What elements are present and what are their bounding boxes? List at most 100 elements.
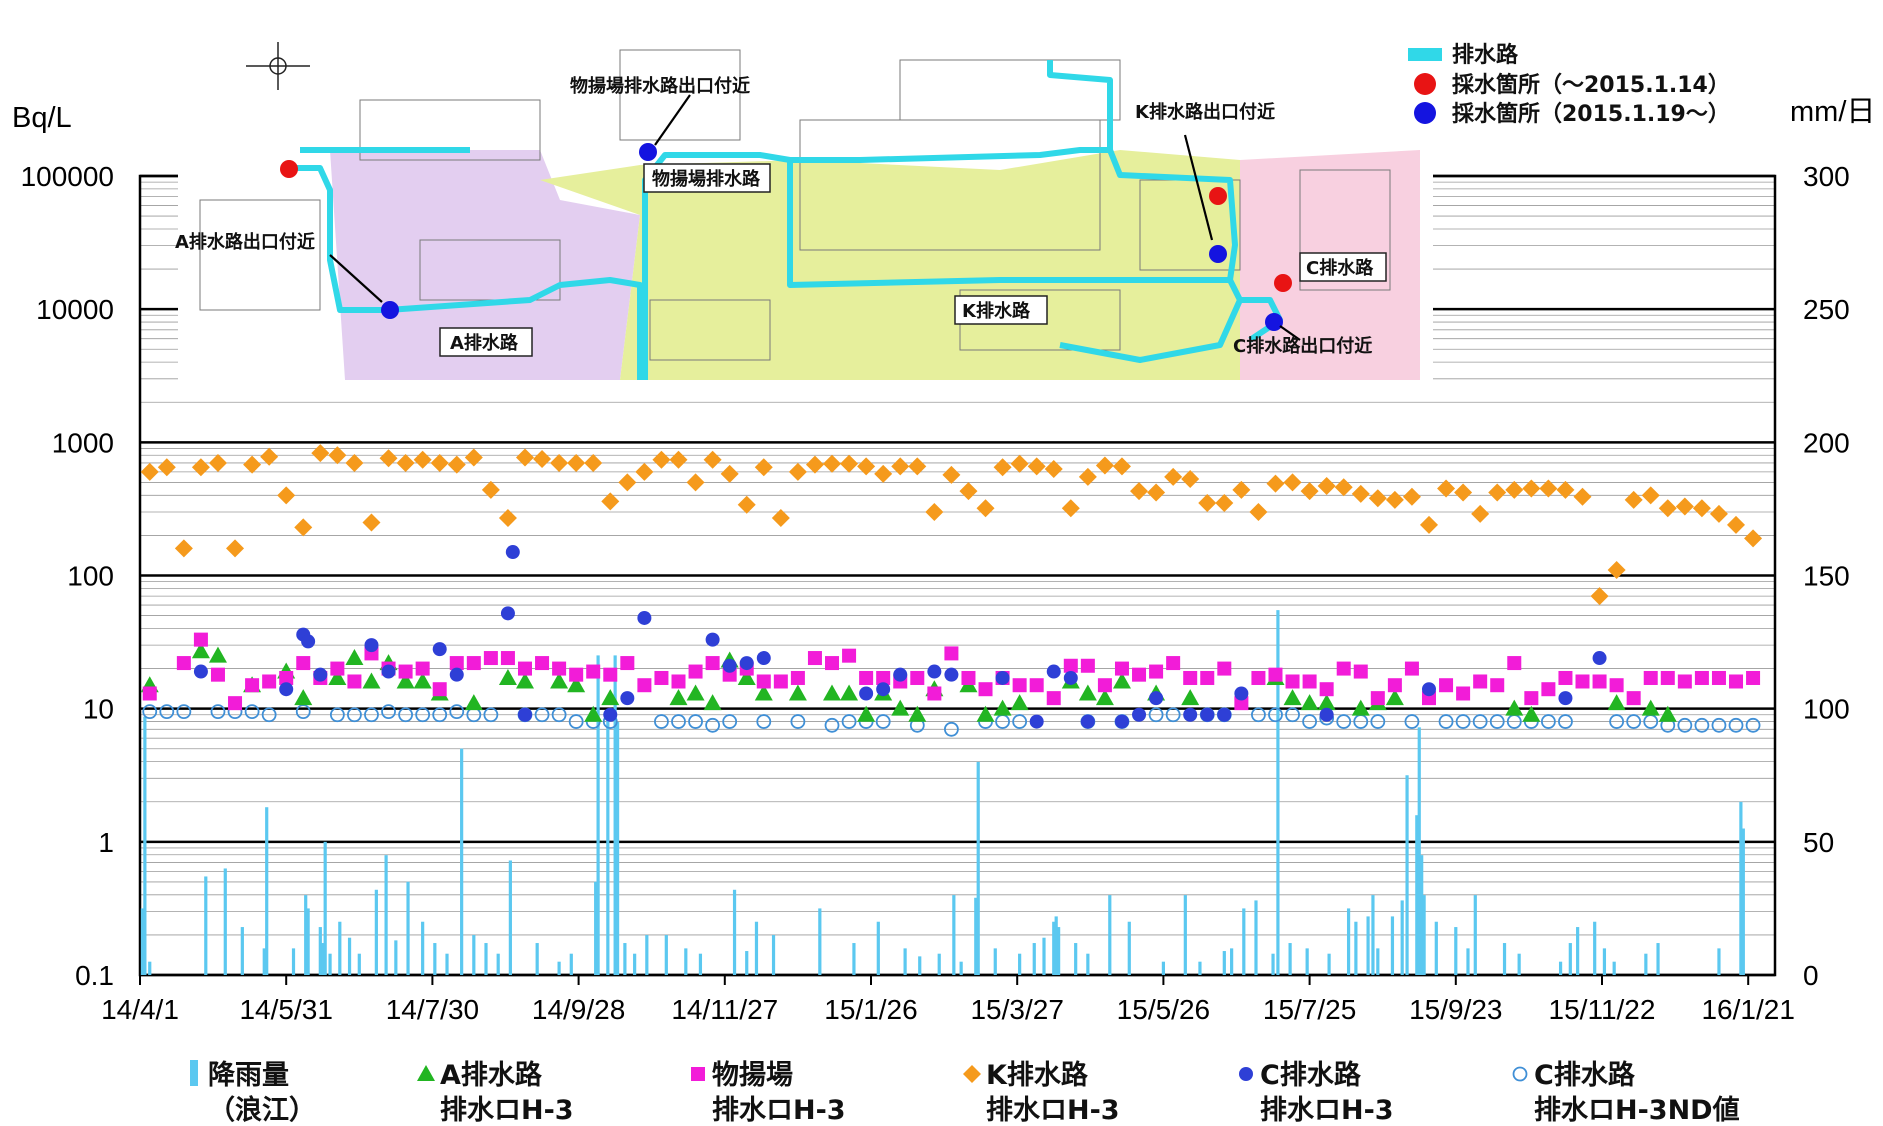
point-market <box>1746 670 1761 685</box>
rain-bar <box>1390 916 1395 975</box>
legend-marker <box>691 1067 705 1081</box>
point-c-nd <box>875 714 891 729</box>
rain-bar <box>304 895 308 975</box>
point-market <box>603 667 618 682</box>
rain-bar <box>321 943 325 975</box>
legend-label: 降雨量 <box>208 1060 289 1091</box>
point-k <box>1027 457 1046 476</box>
point-c-nd <box>551 707 567 723</box>
point-market <box>483 651 498 666</box>
point-a <box>567 676 586 693</box>
point-k <box>1249 502 1268 521</box>
point-a <box>840 684 859 701</box>
point-c <box>505 545 520 560</box>
point-k <box>601 492 620 511</box>
x-tick-label: 14/4/1 <box>101 994 179 1025</box>
point-k <box>1181 470 1200 489</box>
point-k <box>669 450 688 469</box>
point-market <box>432 682 447 697</box>
point-market <box>1166 656 1181 671</box>
point-k <box>1283 473 1302 492</box>
map-label-k-drain-box <box>954 295 1048 325</box>
rain-bar <box>684 948 688 975</box>
point-market <box>466 656 481 671</box>
point-k <box>345 453 364 472</box>
point-k <box>1044 460 1063 479</box>
rain-bar <box>1466 948 1470 975</box>
point-c-nd <box>1455 714 1471 729</box>
point-c-nd <box>1148 707 1164 723</box>
rain-bar <box>952 895 956 975</box>
point-market <box>1609 678 1624 693</box>
point-c <box>859 686 874 701</box>
point-k <box>208 453 227 472</box>
point-c-nd <box>1694 717 1710 733</box>
point-k <box>1709 504 1728 523</box>
point-k <box>720 464 739 483</box>
point-market <box>1370 691 1385 706</box>
point-a <box>584 705 603 722</box>
x-tick-label: 14/11/27 <box>671 994 778 1025</box>
point-market <box>1439 678 1454 693</box>
rain-bar <box>1271 953 1275 975</box>
point-c <box>1421 682 1436 697</box>
rain-bar <box>1222 951 1226 975</box>
rain-bar <box>1400 900 1404 975</box>
point-k <box>891 457 910 476</box>
rain-bar <box>1127 921 1131 975</box>
point-market <box>671 674 686 689</box>
compass-icon <box>246 42 310 90</box>
rain-bar <box>1405 775 1409 975</box>
rain-bar <box>143 716 147 975</box>
point-k <box>993 458 1012 477</box>
point-k <box>243 455 262 474</box>
point-a <box>601 689 620 706</box>
rain-bar <box>918 956 922 975</box>
point-c-nd <box>244 704 260 720</box>
point-market <box>1592 674 1607 689</box>
rain-bar <box>1656 943 1660 975</box>
legend-marker <box>963 1065 981 1083</box>
point-k <box>1471 504 1490 523</box>
point-c <box>432 642 447 657</box>
rain-bar <box>433 943 437 975</box>
map-label-a-drain: A排水路 <box>450 332 519 354</box>
rain-bar <box>140 908 145 975</box>
rain-bar <box>1517 953 1521 975</box>
right-tick-label: 50 <box>1803 827 1834 858</box>
point-market <box>927 686 942 701</box>
point-k <box>840 454 859 473</box>
point-market <box>1558 670 1573 685</box>
point-market <box>296 656 311 671</box>
point-k <box>1590 587 1609 606</box>
point-market <box>1575 674 1590 689</box>
point-c-nd <box>1626 714 1642 729</box>
rain-bar <box>1276 610 1280 975</box>
point-k <box>1164 467 1183 486</box>
rain-bar <box>557 961 561 975</box>
point-k <box>1351 484 1370 503</box>
point-a <box>1181 689 1200 706</box>
rain-bar <box>1568 943 1572 975</box>
point-c <box>313 667 328 682</box>
point-k <box>1539 479 1558 498</box>
point-c <box>927 664 942 679</box>
point-market <box>637 678 652 693</box>
point-market <box>500 651 515 666</box>
point-a <box>1095 689 1114 706</box>
point-a <box>1317 694 1336 711</box>
point-c-nd <box>415 707 431 723</box>
rain-bar <box>1074 943 1078 975</box>
point-c-nd <box>1404 714 1420 729</box>
rain-bar <box>754 921 759 975</box>
drain-line-swatch <box>1408 48 1442 61</box>
legend-sublabel: 排水ロH-3 <box>986 1095 1120 1126</box>
rain-bar <box>508 860 512 975</box>
rain-bar <box>374 889 378 975</box>
map-label-a-drain-box <box>439 327 533 357</box>
point-k <box>396 453 415 472</box>
rain-bar <box>1376 948 1380 975</box>
map-label-market-drain-box <box>643 163 771 193</box>
